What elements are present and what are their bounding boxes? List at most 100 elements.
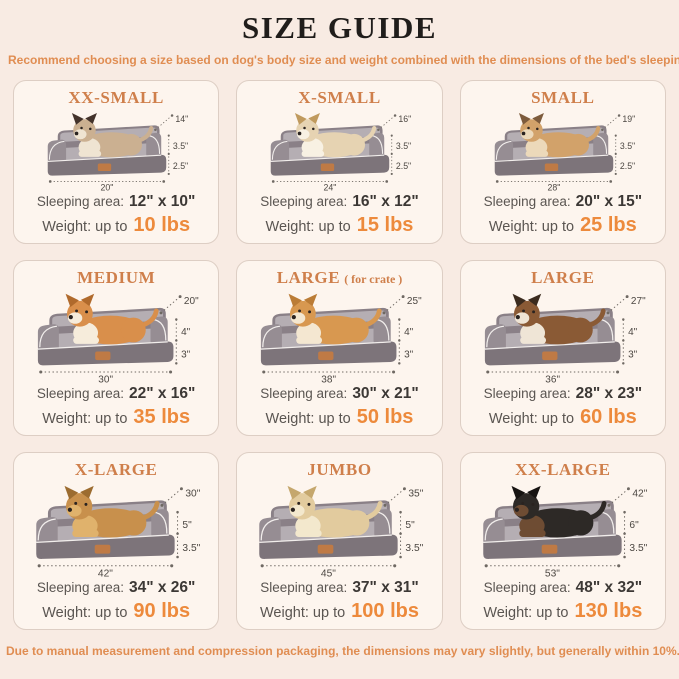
dimension-annotations: 25" 4" 3" 38"	[262, 294, 422, 383]
size-name: LARGE	[276, 268, 341, 287]
size-name-heading: MEDIUM	[77, 268, 155, 288]
bed-diagram: 30" 5" 3.5" 42"	[18, 480, 201, 577]
dimension-annotations: 20" 4" 3" 30"	[39, 294, 199, 383]
weight-line: Weight: up to 10 lbs	[42, 213, 190, 237]
size-name: SMALL	[531, 88, 595, 107]
sleeping-area-value: 34" x 26"	[128, 579, 196, 596]
dimension-annotations: 30" 5" 3.5" 42"	[37, 486, 201, 577]
size-name-heading: LARGE( for crate )	[277, 268, 403, 288]
weight-line: Weight: up to 90 lbs	[42, 599, 190, 623]
weight-label: Weight: up to	[488, 219, 575, 235]
bed-diagram: 35" 5" 3.5" 45"	[241, 480, 424, 577]
base-height-label: 2.5"	[396, 160, 411, 170]
sleeping-area-value: 28" x 23"	[575, 385, 643, 402]
size-card: X-SMALL 16" 3.5" 2.5" 24" Sleeping	[236, 80, 443, 244]
width-dimension-label: 45"	[321, 568, 336, 577]
weight-line: Weight: up to 100 lbs	[260, 599, 419, 623]
measurement-footnote: Due to manual measurement and compressio…	[6, 644, 679, 658]
weight-line: Weight: up to 25 lbs	[489, 213, 637, 237]
weight-value: 60 lbs	[580, 406, 637, 428]
weight-value: 10 lbs	[133, 214, 191, 236]
weight-label: Weight: up to	[483, 605, 569, 621]
weight-label: Weight: up to	[42, 411, 128, 427]
depth-dimension-label: 27"	[631, 296, 646, 307]
sleeping-area-value: 48" x 32"	[575, 579, 643, 596]
size-name: LARGE	[531, 268, 595, 287]
page-title: SIZE GUIDE	[241, 10, 438, 45]
weight-line: Weight: up to 60 lbs	[489, 405, 637, 429]
width-dimension-label: 30"	[98, 374, 113, 383]
bed-diagram: 14" 3.5" 2.5" 20"	[18, 108, 188, 191]
bolster-height-label: 3.5"	[620, 140, 635, 150]
sleeping-area-line: Sleeping area: 30" x 21"	[260, 384, 419, 404]
sleeping-area-label: Sleeping area:	[260, 386, 348, 401]
size-card: SMALL 19" 3.5" 2.5" 28" Sleeping a	[459, 80, 666, 244]
recommendation-subtitle: Recommend choosing a size based on dog's…	[8, 53, 679, 67]
size-name: XX-LARGE	[515, 460, 611, 479]
size-card: MEDIUM 20" 4" 3" 30" Sleeping area	[13, 260, 220, 436]
size-card: LARGE( for crate ) 25" 4" 3" 38" S	[236, 260, 443, 436]
weight-value: 100 lbs	[351, 600, 419, 622]
depth-dimension-label: 19"	[622, 114, 635, 124]
sleeping-area-value: 16" x 12"	[352, 193, 419, 210]
width-dimension-label: 36"	[545, 374, 560, 383]
size-name: X-LARGE	[74, 460, 158, 479]
sleeping-area-label: Sleeping area:	[483, 386, 571, 401]
size-name-suffix: ( for crate )	[344, 272, 403, 286]
size-card: XX-LARGE 42" 6" 3.5" 53" Sleeping	[459, 452, 666, 630]
dimension-annotations: 27" 4" 3" 36"	[485, 294, 646, 383]
size-card: XX-SMALL 14" 3.5" 2.5" 20" Sleepin	[13, 80, 220, 244]
sleeping-area-label: Sleeping area:	[483, 580, 571, 595]
weight-value: 130 lbs	[574, 600, 643, 622]
width-dimension-label: 28"	[547, 182, 560, 191]
bolster-height-label: 3.5"	[173, 140, 188, 150]
weight-line: Weight: up to 130 lbs	[483, 599, 642, 623]
weight-label: Weight: up to	[42, 605, 128, 621]
sleeping-area-value: 30" x 21"	[352, 385, 419, 402]
base-height-label: 3.5"	[629, 543, 647, 554]
bed-diagram: 16" 3.5" 2.5" 24"	[241, 108, 412, 191]
weight-value: 35 lbs	[133, 406, 191, 428]
bed-diagram: 20" 4" 3" 30"	[18, 288, 199, 383]
sleeping-area-label: Sleeping area:	[260, 580, 348, 595]
sleeping-area-value: 22" x 16"	[128, 385, 196, 402]
depth-dimension-label: 30"	[185, 488, 200, 499]
bolster-height-label: 3.5"	[396, 140, 411, 150]
sleeping-area-label: Sleeping area:	[36, 386, 124, 401]
sleeping-area-line: Sleeping area: 34" x 26"	[37, 578, 196, 598]
size-name: MEDIUM	[77, 268, 156, 287]
size-name-heading: LARGE	[531, 268, 594, 288]
sleeping-area-line: Sleeping area: 48" x 32"	[484, 578, 643, 598]
weight-line: Weight: up to 35 lbs	[42, 405, 190, 429]
depth-dimension-label: 35"	[409, 488, 424, 499]
sleeping-area-line: Sleeping area: 20" x 15"	[484, 192, 643, 212]
size-name-heading: X-SMALL	[298, 88, 381, 108]
size-name: JUMBO	[307, 460, 372, 479]
base-height-label: 2.5"	[620, 160, 635, 170]
sleeping-area-line: Sleeping area: 28" x 23"	[484, 384, 643, 404]
base-height-label: 3"	[181, 349, 191, 360]
weight-value: 50 lbs	[356, 406, 414, 428]
base-height-label: 3"	[628, 349, 638, 360]
base-height-label: 3.5"	[182, 543, 200, 554]
weight-value: 90 lbs	[133, 600, 191, 622]
bolster-height-label: 5"	[406, 519, 416, 530]
width-dimension-label: 20"	[101, 182, 114, 191]
width-dimension-label: 53"	[545, 568, 560, 577]
sleeping-area-label: Sleeping area:	[483, 194, 571, 209]
depth-dimension-label: 42"	[632, 488, 647, 499]
weight-line: Weight: up to 50 lbs	[266, 405, 414, 429]
depth-dimension-label: 14"	[175, 114, 188, 124]
dimension-annotations: 42" 6" 3.5" 53"	[484, 486, 647, 577]
dimension-annotations: 14" 3.5" 2.5" 20"	[48, 114, 188, 191]
bed-diagram: 27" 4" 3" 36"	[465, 288, 646, 383]
bolster-height-label: 4"	[181, 326, 191, 337]
size-name-heading: XX-LARGE	[515, 460, 610, 480]
sleeping-area-line: Sleeping area: 37" x 31"	[260, 578, 419, 598]
size-grid: XX-SMALL 14" 3.5" 2.5" 20" Sleepin	[13, 80, 666, 630]
bolster-height-label: 4"	[628, 326, 638, 337]
dimension-annotations: 19" 3.5" 2.5" 28"	[495, 114, 635, 191]
weight-value: 15 lbs	[356, 214, 414, 236]
size-name-heading: JUMBO	[307, 460, 371, 480]
